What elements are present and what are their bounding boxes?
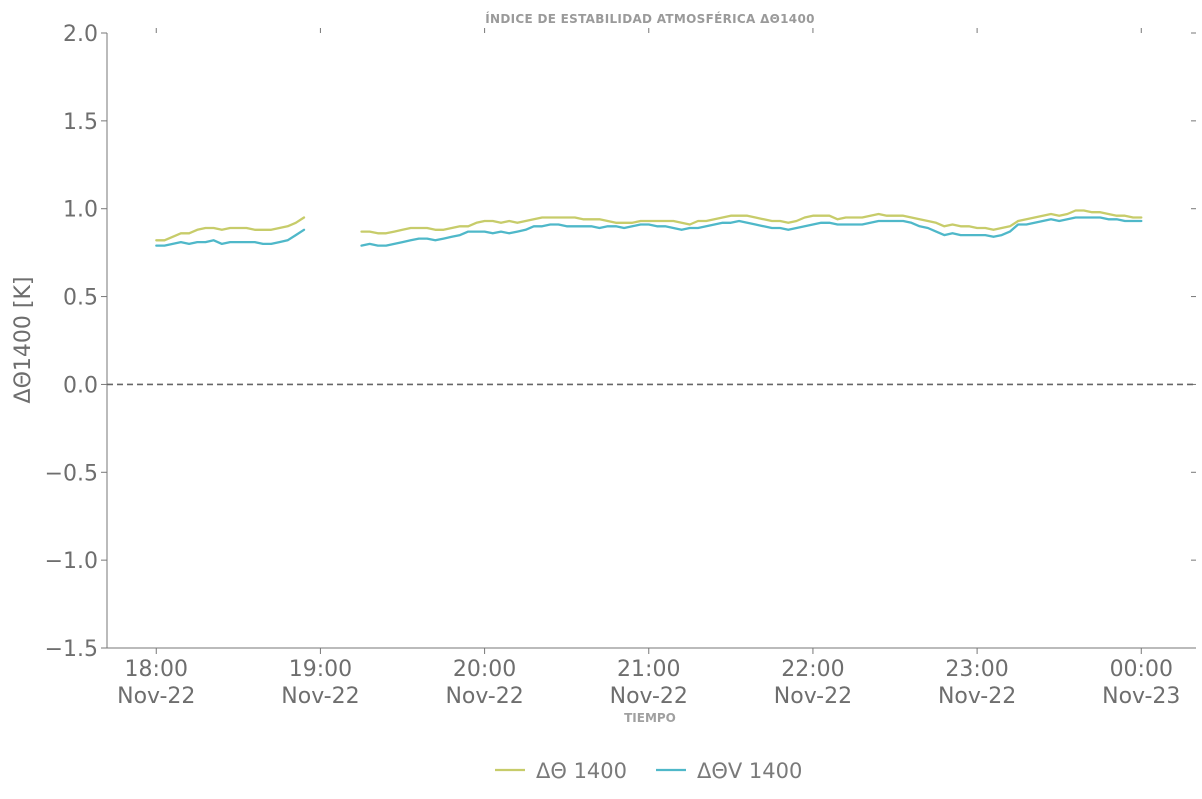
y-tick-label: −0.5 [45,461,98,486]
x-tick-label-time: 22:00 [781,657,844,682]
plot-area: 2.01.51.00.50.0−0.5−1.0−1.5 18:00Nov-221… [45,22,1196,709]
y-tick-label: 0.0 [63,373,98,398]
y-tick-label: 1.5 [63,110,98,135]
series-layer [155,209,1143,247]
x-tick-label-date: Nov-22 [610,684,688,709]
legend: ΔΘ 1400 ΔΘV 1400 [495,759,802,783]
x-tick-label-time: 19:00 [289,657,352,682]
x-tick-label-date: Nov-22 [117,684,195,709]
x-tick-label-date: Nov-22 [281,684,359,709]
series-line-2-segment-1 [155,228,306,247]
y-tick-label: −1.5 [45,637,98,662]
series-line-2-segment-2 [360,216,1143,247]
x-tick-label-date: Nov-22 [938,684,1016,709]
y-axis-ticks: 2.0 1.5 1.0 0.5 0.0 −0.5 −1.0 −1.5 [45,22,1196,662]
x-tick-label-date: Nov-22 [774,684,852,709]
y-tick-label: 1.0 [63,198,98,223]
y-axis-label: ΔΘ1400 [K] [11,277,36,404]
series-line-1-segment-1 [155,216,306,242]
x-tick-label-time: 20:00 [453,657,516,682]
x-tick-label-date: Nov-23 [1102,684,1180,709]
x-tick-label-date: Nov-22 [445,684,523,709]
y-tick-label: 0.5 [63,286,98,311]
legend-label: ΔΘ 1400 [536,759,627,783]
y-tick-label: −1.0 [45,549,98,574]
chart-title: ÍNDICE DE ESTABILIDAD ATMOSFÉRICA ΔΘ1400 [485,11,815,26]
x-tick-label-time: 18:00 [125,657,188,682]
series-line-1-segment-2 [360,209,1143,235]
x-axis-ticks: 18:00Nov-2219:00Nov-2220:00Nov-2221:00No… [117,28,1180,709]
y-tick-label: 2.0 [63,22,98,47]
x-axis-label: TIEMPO [624,711,676,725]
x-tick-label-time: 21:00 [617,657,680,682]
legend-label: ΔΘV 1400 [697,759,802,783]
x-tick-label-time: 23:00 [945,657,1008,682]
x-tick-label-time: 00:00 [1110,657,1173,682]
